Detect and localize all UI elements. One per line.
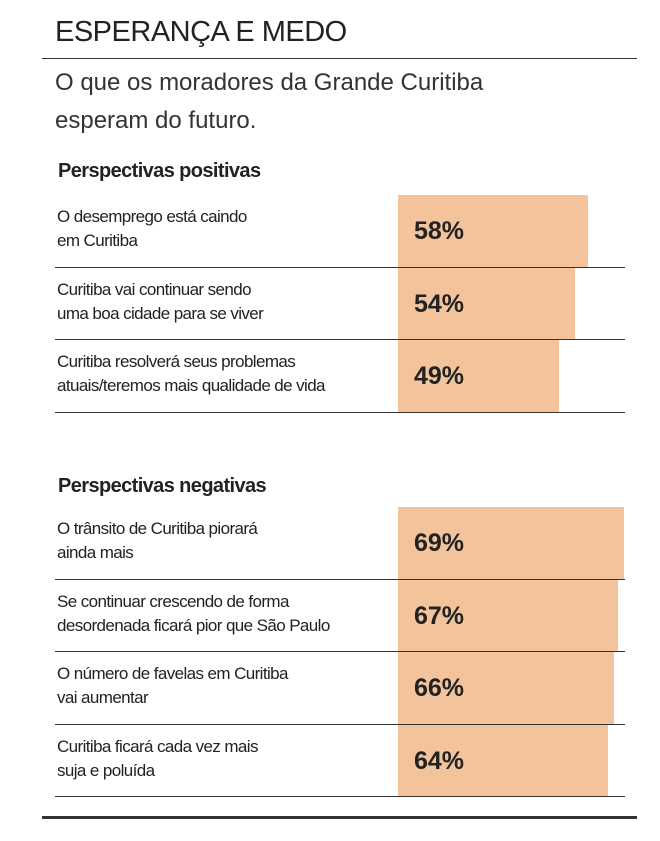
bar xyxy=(398,195,589,267)
category-label: Curitiba ficará cada vez mais suja e pol… xyxy=(57,736,258,780)
bar xyxy=(398,724,608,796)
row-rule xyxy=(55,339,625,340)
title-rule xyxy=(42,58,637,59)
section-title: Perspectivas negativas xyxy=(58,475,267,497)
bar xyxy=(398,340,559,412)
value-label: 54% xyxy=(414,289,465,318)
section-title: Perspectivas positivas xyxy=(58,160,261,182)
row-rule xyxy=(55,796,625,797)
row-rule xyxy=(55,578,625,580)
bar xyxy=(398,267,576,339)
title: ESPERANÇA E MEDO xyxy=(55,16,347,48)
value-label: 69% xyxy=(414,529,465,557)
category-label: Curitiba vai continuar sendo uma boa cid… xyxy=(57,279,264,323)
value-label: 58% xyxy=(414,217,465,245)
category-label: O desemprego está caindo em Curitiba xyxy=(57,207,247,250)
category-label: O trânsito de Curitiba piorará ainda mai… xyxy=(57,519,258,562)
row-rule xyxy=(55,266,625,268)
value-label: 49% xyxy=(414,362,465,390)
category-label: Se continuar crescendo de forma desorden… xyxy=(57,591,330,635)
bar xyxy=(398,507,625,579)
row-rule xyxy=(55,651,625,652)
bottom-rule xyxy=(42,816,637,819)
row-rule xyxy=(55,723,625,725)
row-rule xyxy=(55,411,625,413)
value-label: 67% xyxy=(414,601,465,630)
category-label: Curitiba resolverá seus problemas atuais… xyxy=(57,352,326,395)
category-label: O número de favelas em Curitiba vai aume… xyxy=(57,664,288,707)
value-label: 66% xyxy=(414,674,465,702)
bar xyxy=(398,652,615,724)
subtitle: O que os moradores da Grande Curitiba es… xyxy=(55,69,484,134)
value-label: 64% xyxy=(414,746,465,775)
bar xyxy=(398,579,618,651)
